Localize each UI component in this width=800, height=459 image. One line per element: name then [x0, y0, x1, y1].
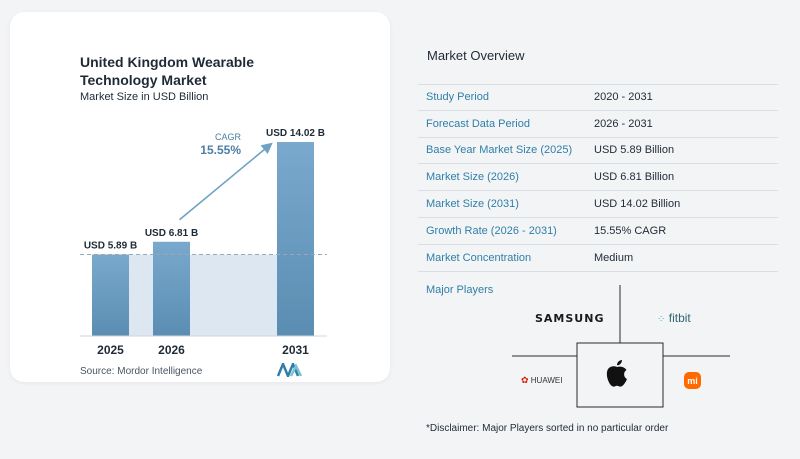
row-value: USD 6.81 Billion — [594, 171, 675, 184]
value-label-2025: USD 5.89 B — [84, 240, 137, 251]
major-players-title: Major Players — [426, 284, 494, 296]
row-value: 2026 - 2031 — [594, 117, 653, 130]
bar-2031 — [277, 142, 314, 336]
cagr-value: 15.55% — [200, 143, 241, 157]
row-label: Market Concentration — [426, 251, 532, 264]
disclaimer-text: *Disclaimer: Major Players sorted in no … — [426, 423, 669, 434]
cagr-arrow — [178, 142, 273, 221]
mordor-logo-icon — [277, 363, 303, 377]
apple-logo-icon — [606, 360, 627, 387]
overview-row: Forecast Data Period 2026 - 2031 — [418, 111, 778, 138]
fitbit-label: fitbit — [668, 311, 691, 325]
overview-row: Study Period 2020 - 2031 — [418, 84, 778, 111]
huawei-label: HUAWEI — [530, 376, 563, 385]
row-label: Growth Rate (2026 - 2031) — [426, 224, 557, 237]
row-label: Study Period — [426, 91, 489, 104]
huawei-petal-icon: ✿ — [521, 375, 529, 385]
row-value: 15.55% CAGR — [594, 224, 667, 237]
market-overview-title: Market Overview — [427, 48, 525, 63]
category-label-2026: 2026 — [158, 343, 185, 357]
fitbit-dots-icon: ⁘ — [657, 314, 666, 325]
overview-row: Market Concentration Medium — [418, 245, 778, 272]
fitbit-logo: ⁘ fitbit — [657, 311, 691, 325]
huawei-logo: ✿ HUAWEI — [521, 375, 562, 386]
chart-title: United Kingdom Wearable Technology Marke… — [80, 54, 254, 88]
samsung-logo: SAMSUNG — [535, 312, 605, 325]
chart-subtitle: Market Size in USD Billion — [80, 91, 209, 103]
row-value: 2020 - 2031 — [594, 91, 653, 104]
source-label: Source: Mordor Intelligence — [80, 366, 203, 377]
row-label: Market Size (2026) — [426, 171, 519, 184]
overview-row: Market Size (2026) USD 6.81 Billion — [418, 164, 778, 192]
bar-2026 — [153, 241, 190, 336]
xiaomi-mi-icon: mi — [684, 372, 701, 389]
bar-chart: USD 5.89 B 2025 USD 6.81 B 2026 USD 14.02 B 2… — [80, 128, 327, 357]
row-label: Base Year Market Size (2025) — [426, 144, 573, 157]
cagr-label: CAGR — [215, 132, 242, 142]
overview-table: Study Period 2020 - 2031 Forecast Data Pe… — [418, 84, 778, 272]
value-label-2031: USD 14.02 B — [266, 128, 325, 139]
overview-row: Base Year Market Size (2025) USD 5.89 Bil… — [418, 138, 778, 165]
value-label-2026: USD 6.81 B — [145, 228, 198, 239]
xiaomi-logo: mi — [684, 372, 701, 389]
row-value: USD 14.02 Billion — [594, 198, 681, 211]
row-label: Forecast Data Period — [426, 117, 530, 130]
bar-2025 — [92, 254, 129, 336]
row-value: Medium — [594, 251, 634, 264]
overview-row: Growth Rate (2026 - 2031) 15.55% CAGR — [418, 218, 778, 245]
row-label: Market Size (2031) — [426, 198, 519, 211]
category-label-2025: 2025 — [97, 343, 124, 357]
row-value: USD 5.89 Billion — [594, 144, 675, 157]
overview-row: Market Size (2031) USD 14.02 Billion — [418, 191, 778, 218]
category-label-2031: 2031 — [282, 343, 309, 357]
